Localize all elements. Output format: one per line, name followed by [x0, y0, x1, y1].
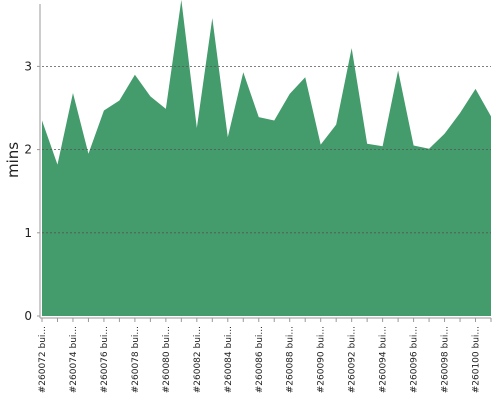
- x-tick-label-4: #260080 bui...: [162, 326, 172, 393]
- x-tick-label-10: #260092 bui...: [348, 326, 358, 393]
- x-tick-label-3: #260078 bui...: [131, 326, 141, 393]
- x-tick-label-11: #260094 bui...: [379, 326, 389, 393]
- x-tick-label-0: #260072 bui...: [38, 326, 48, 393]
- y-tick-label-0: 0: [24, 309, 32, 323]
- grid-layer: [42, 66, 491, 234]
- x-tick-label-14: #260100 bui...: [472, 326, 482, 393]
- x-tick-label-9: #260090 bui...: [317, 326, 327, 393]
- x-tick-label-5: #260082 bui...: [193, 326, 203, 393]
- x-tick-label-8: #260088 bui...: [286, 326, 296, 393]
- x-tick-label-6: #260084 bui...: [224, 326, 234, 393]
- y-tick-labels: 0 1 2 3: [24, 59, 32, 323]
- axis-layer: [37, 4, 492, 322]
- area-layer: [42, 0, 491, 316]
- y-tick-label-3: 3: [24, 59, 32, 73]
- y-axis-title: mins: [4, 142, 22, 178]
- x-tick-label-1: #260074 bui...: [69, 326, 79, 393]
- x-tick-label-7: #260086 bui...: [255, 326, 265, 393]
- y-tick-label-1: 1: [24, 226, 32, 240]
- x-tick-labels: #260072 bui... #260074 bui... #260076 bui.…: [38, 326, 482, 393]
- x-tick-label-13: #260098 bui...: [441, 326, 451, 393]
- series-area: [42, 0, 491, 316]
- x-tick-label-12: #260096 bui...: [410, 326, 420, 393]
- y-tick-label-2: 2: [24, 143, 32, 157]
- x-tick-label-2: #260076 bui...: [100, 326, 110, 393]
